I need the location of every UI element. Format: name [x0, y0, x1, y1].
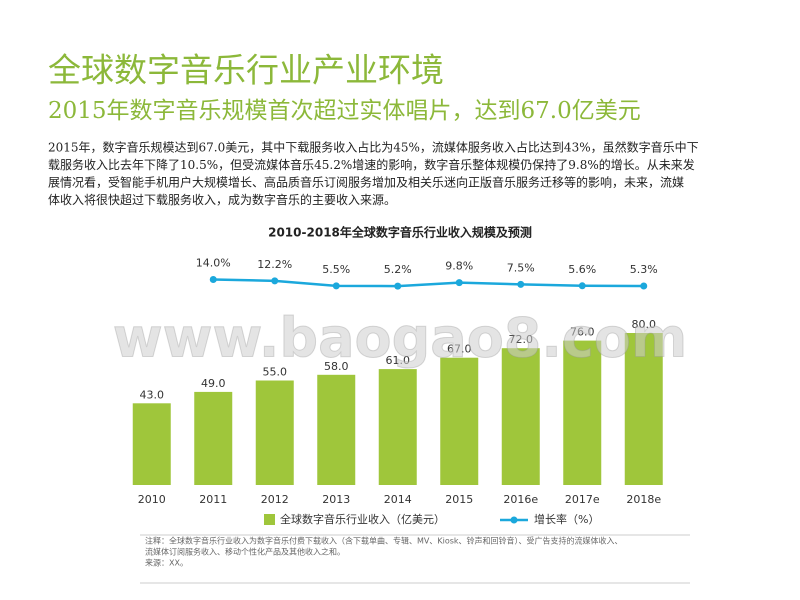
x-tick-label: 2018e — [626, 493, 661, 506]
paragraph-line: 体收入将很快超过下载服务收入，成为数字音乐的主要收入来源。 — [48, 192, 396, 207]
data-label: 55.0 — [263, 366, 288, 379]
line-marker — [394, 282, 402, 290]
x-tick-label: 2011 — [199, 493, 227, 506]
growth-line — [213, 278, 644, 288]
x-tick-label: 2015 — [445, 493, 473, 506]
data-label: 61.0 — [386, 354, 411, 367]
line-marker — [332, 282, 340, 290]
slide-subtitle: 2015年数字音乐规模首次超过实体唱片，达到67.0亿美元 — [48, 98, 641, 124]
x-tick-label: 2012 — [261, 493, 289, 506]
chart-title: 2010-2018年全球数字音乐行业收入规模及预测 — [268, 225, 532, 240]
note: 注释：全球数字音乐行业收入为数字音乐付费下载收入（含下载单曲、专辑、MV、Kio… — [145, 536, 623, 546]
x-tick-label: 2013 — [322, 493, 350, 506]
paragraph-line: 展情况看，受智能手机用户大规模增长、高品质音乐订阅服务增加及相关乐迷向正版音乐服… — [48, 175, 684, 190]
data-label: 14.0% — [196, 257, 231, 270]
x-tick-label: 2016e — [503, 493, 538, 506]
line-marker — [640, 282, 648, 290]
bar — [378, 369, 417, 485]
line-marker — [209, 276, 217, 283]
legend-swatch — [510, 516, 518, 524]
watermark: www.baogao8.com — [113, 307, 688, 370]
data-label: 5.3% — [630, 263, 658, 276]
bar — [255, 380, 294, 485]
x-tick-label: 2017e — [565, 493, 600, 506]
line-marker — [271, 277, 279, 285]
bar — [194, 391, 233, 485]
data-label: 5.2% — [384, 263, 412, 276]
data-label: 72.0 — [509, 333, 534, 346]
line-marker — [517, 280, 525, 288]
data-label: 67.0 — [447, 343, 472, 356]
line-marker — [578, 282, 586, 290]
legend-label: 增长率（%） — [534, 512, 599, 526]
data-label: 80.0 — [632, 318, 657, 331]
bar — [132, 403, 171, 485]
data-label: 9.8% — [445, 260, 473, 273]
paragraph-line: 载服务收入比去年下降了10.5%，但受流媒体音乐45.2%增速的影响，数字音乐整… — [48, 157, 695, 172]
bar — [501, 348, 540, 485]
bar — [317, 374, 356, 485]
legend-label: 全球数字音乐行业收入（亿美元） — [280, 512, 445, 526]
bar — [624, 333, 663, 485]
data-label: 43.0 — [140, 388, 165, 401]
data-label: 12.2% — [257, 258, 292, 271]
bar — [440, 357, 479, 485]
note: 流媒体订阅服务收入、移动个性化产品及其他收入之和。 — [145, 547, 345, 557]
bar — [563, 340, 602, 485]
slide-title: 全球数字音乐行业产业环境 — [48, 51, 444, 90]
data-label: 76.0 — [570, 326, 595, 339]
data-label: 49.0 — [201, 377, 226, 390]
note: 来源：XX。 — [145, 559, 188, 568]
line-marker — [455, 279, 463, 287]
data-label: 5.6% — [568, 263, 596, 276]
x-tick-label: 2010 — [138, 493, 166, 506]
legend-swatch — [264, 514, 275, 525]
data-label: 7.5% — [507, 261, 535, 274]
data-label: 5.5% — [322, 263, 350, 276]
data-label: 58.0 — [324, 360, 349, 373]
paragraph-line: 2015年，数字音乐规模达到67.0美元，其中下载服务收入占比为45%，流媒体服… — [48, 140, 699, 155]
x-tick-label: 2014 — [384, 493, 412, 506]
